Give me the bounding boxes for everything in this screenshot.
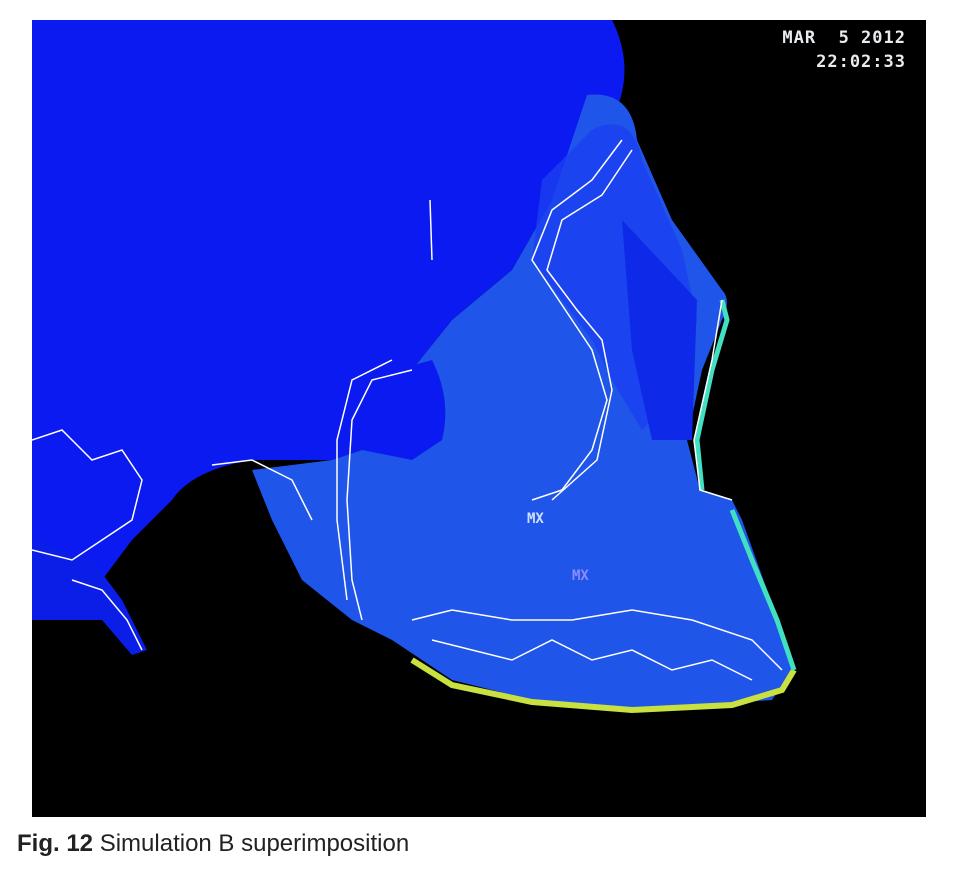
cranium [32,20,625,620]
outline-traces [32,139,783,681]
zygomatic-process [32,540,147,655]
skull-render [32,20,797,714]
figure-image: MAR 5 2012 22:02:33 MX MX [32,20,926,817]
mx-label-outline: MX [527,511,544,527]
caption-text: Simulation B superimposition [99,830,410,857]
timestamp-date: MAR 5 2012 [782,28,906,48]
teeth-edge [410,657,797,714]
nasal-region [622,220,697,440]
eye-socket-dark [362,360,446,460]
timestamp-time: 22:02:33 [816,52,906,72]
anterior-edge [694,299,730,491]
incisor-edge [729,509,797,671]
mx-label-model: MX [572,568,589,584]
figure-caption: Fig. 12 Simulation B superimposition [17,830,409,858]
caption-label: Fig. 12 [17,830,94,857]
